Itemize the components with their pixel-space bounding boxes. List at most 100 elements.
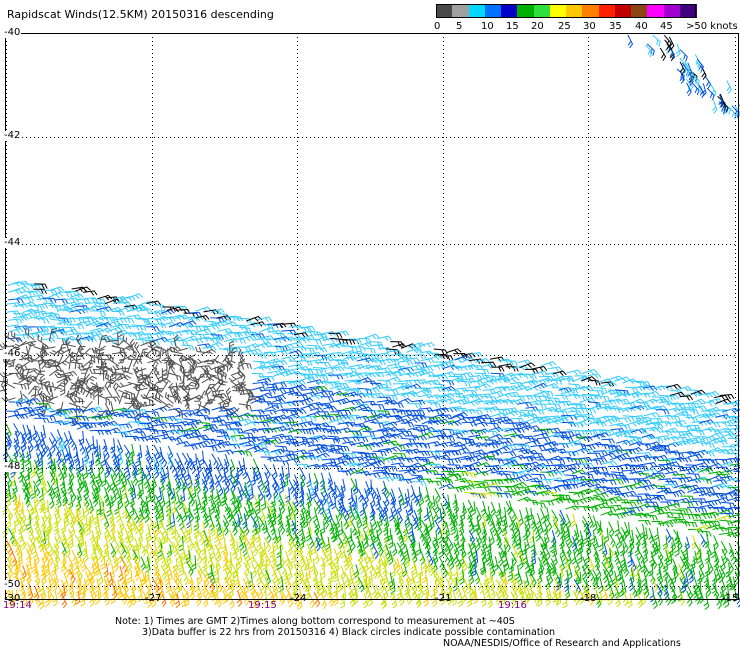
wind-barb [670,512,685,519]
wind-barb [385,371,402,377]
wind-barb [132,355,144,368]
wind-barb [624,522,631,538]
wind-barb [432,434,449,440]
wind-barb [260,507,266,523]
wind-barb [233,572,239,586]
wind-barb [102,365,108,381]
wind-barb [537,591,543,607]
wind-barb [502,571,508,588]
wind-barb [10,473,16,488]
wind-barb [266,584,274,600]
wind-barb [288,428,303,435]
wind-barb [137,586,143,603]
wind-barb [447,537,454,551]
wind-barb [101,472,107,488]
wind-barb [621,501,637,507]
wind-barb [286,458,301,464]
wind-barb [608,449,623,455]
wind-barb [306,463,321,470]
wind-barb [304,555,310,571]
wind-barb [267,370,283,376]
wind-barb [705,520,721,526]
wind-barb [286,565,293,581]
wind-barb [100,452,107,467]
legend-tick-label: 15 [506,21,519,32]
wind-barb [565,387,578,394]
wind-barb [580,472,594,480]
wind-barb [35,472,42,487]
wind-barb [422,577,429,593]
wind-barb [238,359,244,376]
wind-barb [13,499,19,515]
wind-barb [183,423,198,429]
wind-barb [733,464,740,468]
wind-barb [392,409,406,415]
wind-barb [10,520,16,535]
wind-barb [560,437,574,443]
wind-barb [474,492,487,499]
wind-barb [708,471,724,477]
wind-barb [733,534,740,537]
wind-barb [679,49,688,62]
wind-barb [720,579,727,593]
wind-barb [677,457,692,463]
wind-barb [294,365,310,372]
wind-barb [129,493,135,508]
wind-barb [69,513,75,528]
wind-barb [525,395,542,401]
wind-barb [456,380,471,387]
wind-barb [233,541,239,555]
wind-barb [203,337,219,344]
wind-barb [662,565,669,582]
wind-barb [363,442,379,448]
wind-barb [366,479,373,495]
wind-barb [349,398,364,405]
wind-barb [170,488,177,504]
legend-swatch [436,4,454,18]
wind-barb [203,359,219,365]
wind-barb [116,487,123,503]
wind-barb [719,393,735,400]
wind-barb [284,550,290,567]
wind-barb [713,408,728,415]
wind-barb [279,368,297,375]
wind-barb [65,445,72,461]
wind-barb [519,394,534,401]
wind-barb [652,593,658,610]
wind-barb [57,343,68,357]
wind-barb [300,404,316,411]
wind-barb [311,485,317,500]
wind-barb [404,579,411,596]
wind-barb [355,436,369,443]
wind-barb [461,586,468,603]
wind-barb [364,521,372,537]
wind-barb [363,400,377,407]
wind-barb [518,555,524,570]
wind-barb [155,378,171,385]
wind-barb [390,578,396,595]
wind-barb [21,410,38,417]
wind-barb [340,575,346,590]
wind-barb [223,479,230,495]
wind-barb [642,398,658,404]
wind-barb [158,513,164,529]
wind-barb [343,452,358,459]
wind-barb [526,466,543,473]
wind-barb [272,537,279,552]
wind-barb [215,333,232,340]
wind-barb [328,465,343,472]
wind-barb [496,502,502,517]
wind-barb [483,583,491,598]
wind-barb [243,485,251,502]
wind-barb [82,541,88,557]
wind-barb [684,409,700,415]
wind-barb [446,502,453,517]
wind-barb [610,479,624,485]
wind-barb [28,501,35,516]
wind-barb [154,505,161,520]
wind-barb [596,378,612,384]
wind-barb [441,435,456,442]
wind-barb [46,576,52,593]
wind-barb [468,530,476,545]
wind-barb [417,584,425,599]
